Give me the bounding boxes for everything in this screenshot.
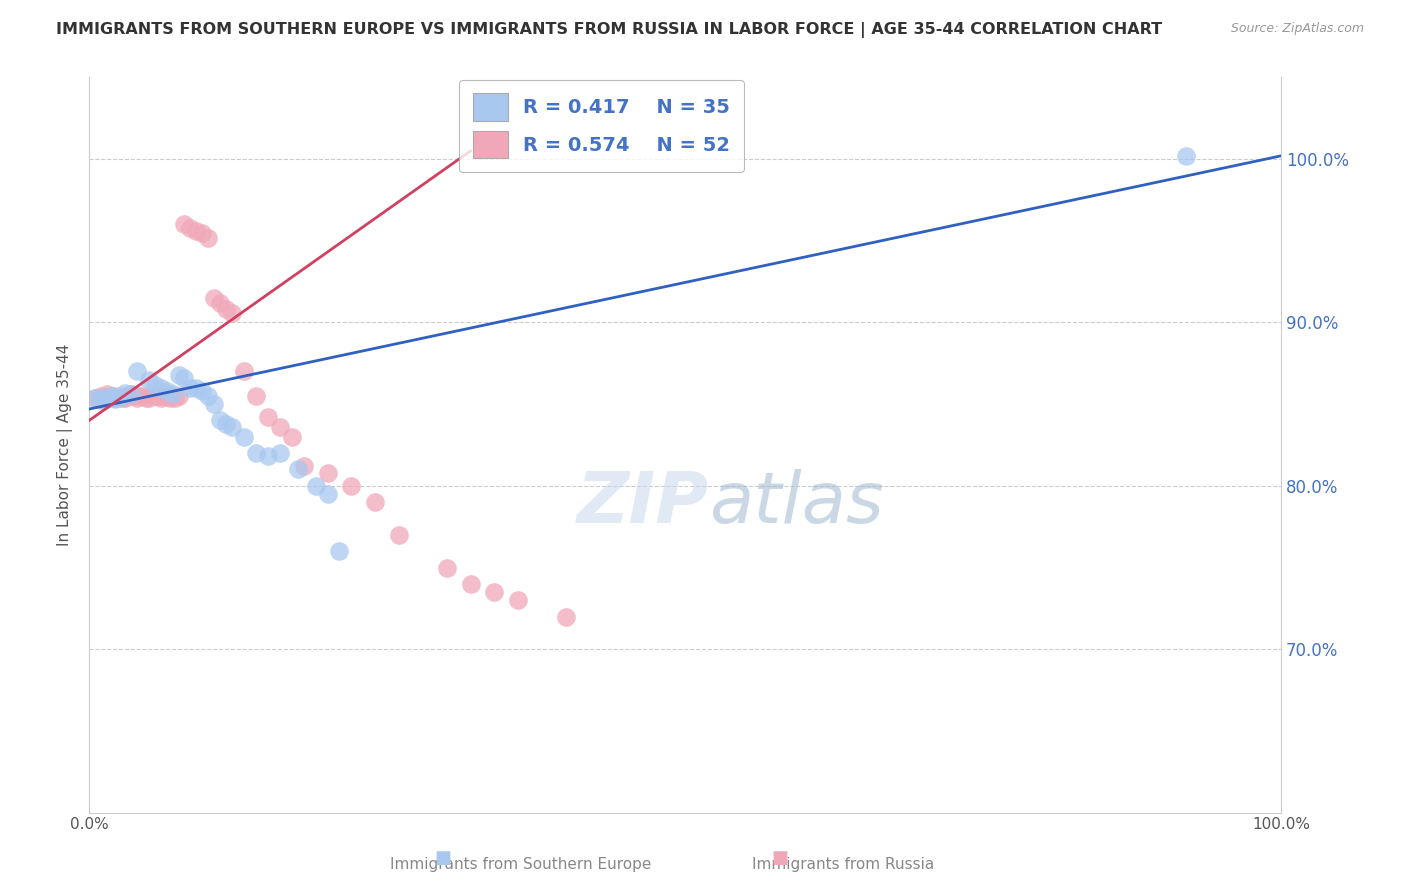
Text: Immigrants from Russia: Immigrants from Russia [752,857,935,872]
Point [191,226,214,240]
Point [436,560,458,574]
Point [245,446,267,460]
Point [364,495,387,509]
Point [554,609,576,624]
Point [143,389,166,403]
Point [114,391,136,405]
Point [245,389,267,403]
Point [233,364,256,378]
Point [197,389,219,403]
Point [167,389,190,403]
Point [179,220,201,235]
Point [117,389,139,403]
Point [128,389,150,403]
Point [156,389,179,403]
Point [202,291,225,305]
Point [84,391,107,405]
Point [163,391,186,405]
Point [257,410,280,425]
Point [508,593,530,607]
Point [87,392,110,407]
Point [143,377,166,392]
Point [104,391,127,405]
Text: Source: ZipAtlas.com: Source: ZipAtlas.com [1230,22,1364,36]
Text: ZIP: ZIP [576,469,709,538]
Point [152,389,174,403]
Point [125,364,148,378]
Point [138,391,160,405]
Text: atlas: atlas [709,469,883,538]
Point [124,389,146,403]
Point [101,389,124,403]
Text: ■: ■ [772,849,789,867]
Point [221,306,243,320]
Point [111,391,134,405]
Point [460,577,482,591]
Point [96,391,118,405]
Y-axis label: In Labor Force | Age 35-44: In Labor Force | Age 35-44 [58,343,73,546]
Point [173,218,195,232]
Point [202,397,225,411]
Point [132,389,155,403]
Point [101,389,124,403]
Point [269,420,291,434]
Legend: R = 0.417    N = 35, R = 0.574    N = 52: R = 0.417 N = 35, R = 0.574 N = 52 [460,79,744,172]
Point [108,389,131,403]
Point [173,371,195,385]
Point [93,393,115,408]
Point [138,373,160,387]
Point [84,391,107,405]
Point [186,381,208,395]
Point [209,296,232,310]
Point [108,391,131,405]
Point [215,417,238,431]
Point [93,391,115,405]
Point [149,381,172,395]
Point [125,391,148,405]
Point [148,389,170,403]
Point [90,391,112,405]
Point [100,389,122,403]
Point [120,387,142,401]
Point [159,391,181,405]
Point [114,385,136,400]
Point [162,387,184,401]
Point [484,585,506,599]
Point [90,389,112,403]
Point [100,391,122,405]
Text: IMMIGRANTS FROM SOUTHERN EUROPE VS IMMIGRANTS FROM RUSSIA IN LABOR FORCE | AGE 3: IMMIGRANTS FROM SOUTHERN EUROPE VS IMMIG… [56,22,1163,38]
Point [287,462,309,476]
Point [221,420,243,434]
Point [120,387,142,401]
Point [340,479,363,493]
Point [316,487,339,501]
Point [233,430,256,444]
Point [209,413,232,427]
Point [328,544,350,558]
Point [388,528,411,542]
Point [281,430,304,444]
Point [304,479,326,493]
Text: ■: ■ [434,849,451,867]
Point [104,392,127,407]
Point [179,381,201,395]
Point [162,389,184,403]
Point [186,224,208,238]
Point [149,391,172,405]
Point [292,459,315,474]
Point [257,450,280,464]
Point [316,466,339,480]
Point [215,302,238,317]
Text: Immigrants from Southern Europe: Immigrants from Southern Europe [389,857,651,872]
Point [135,391,157,405]
Point [269,446,291,460]
Point [96,387,118,401]
Point [197,230,219,244]
Point [191,384,214,398]
Point [156,384,179,398]
Point [167,368,190,382]
Point [1174,149,1197,163]
